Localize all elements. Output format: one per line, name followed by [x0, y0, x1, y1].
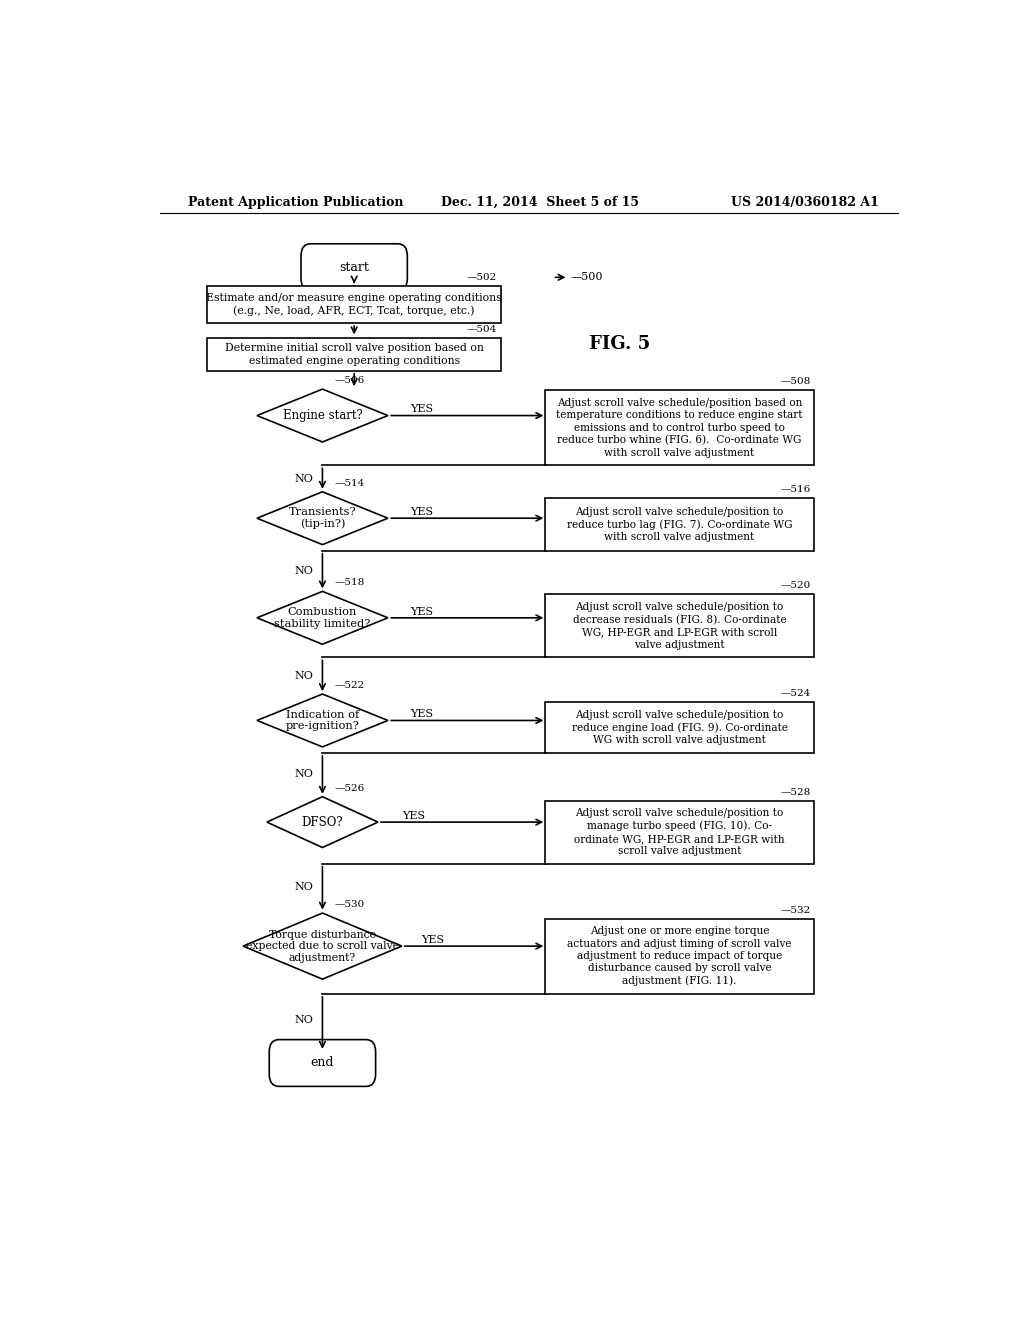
Polygon shape — [257, 389, 388, 442]
Text: —526: —526 — [334, 784, 365, 792]
Text: Adjust scroll valve schedule/position to
decrease residuals (FIG. 8). Co-ordinat: Adjust scroll valve schedule/position to… — [572, 602, 786, 649]
Text: YES: YES — [411, 607, 433, 616]
Text: NO: NO — [295, 566, 313, 576]
Polygon shape — [257, 591, 388, 644]
Text: —532: —532 — [780, 906, 811, 915]
Text: —528: —528 — [780, 788, 811, 797]
Text: NO: NO — [295, 770, 313, 779]
Text: Adjust scroll valve schedule/position to
manage turbo speed (FIG. 10). Co-
ordin: Adjust scroll valve schedule/position to… — [574, 808, 784, 857]
Bar — [545, 801, 814, 863]
Text: —524: —524 — [780, 689, 811, 698]
Text: —506: —506 — [334, 376, 365, 385]
Bar — [545, 391, 814, 466]
Text: —530: —530 — [334, 900, 365, 909]
Text: Adjust scroll valve schedule/position to
reduce engine load (FIG. 9). Co-ordinat: Adjust scroll valve schedule/position to… — [571, 710, 787, 746]
Bar — [545, 594, 814, 657]
Text: NO: NO — [295, 1015, 313, 1026]
Text: Torque disturbance
expected due to scroll valve
adjustment?: Torque disturbance expected due to scrol… — [246, 929, 399, 962]
Text: —504: —504 — [467, 325, 497, 334]
Text: Patent Application Publication: Patent Application Publication — [187, 195, 403, 209]
Text: —502: —502 — [467, 273, 497, 282]
Text: start: start — [339, 260, 369, 273]
Text: Determine initial scroll valve position based on
estimated engine operating cond: Determine initial scroll valve position … — [224, 343, 483, 366]
Text: YES: YES — [401, 810, 425, 821]
Text: —516: —516 — [780, 484, 811, 494]
Bar — [545, 702, 814, 752]
Text: end: end — [310, 1056, 334, 1069]
Text: YES: YES — [411, 507, 433, 517]
Bar — [207, 338, 501, 371]
Text: YES: YES — [411, 404, 433, 414]
Text: Adjust one or more engine torque
actuators and adjust timing of scroll valve
adj: Adjust one or more engine torque actuato… — [567, 927, 792, 986]
Text: —518: —518 — [334, 578, 365, 587]
Polygon shape — [267, 797, 378, 847]
Bar — [207, 286, 501, 323]
FancyBboxPatch shape — [269, 1040, 376, 1086]
Text: US 2014/0360182 A1: US 2014/0360182 A1 — [731, 195, 879, 209]
Text: Combustion
stability limited?: Combustion stability limited? — [274, 607, 371, 628]
Text: Transients?
(tip-in?): Transients? (tip-in?) — [289, 507, 356, 529]
Text: —500: —500 — [570, 272, 603, 282]
Polygon shape — [257, 492, 388, 545]
Text: FIG. 5: FIG. 5 — [590, 335, 650, 354]
Text: Indication of
pre-ignition?: Indication of pre-ignition? — [286, 710, 359, 731]
Polygon shape — [243, 913, 401, 979]
Polygon shape — [257, 694, 388, 747]
Text: NO: NO — [295, 671, 313, 681]
Bar — [545, 498, 814, 550]
Text: —520: —520 — [780, 581, 811, 590]
Text: —522: —522 — [334, 681, 365, 690]
FancyBboxPatch shape — [301, 244, 408, 290]
Text: Adjust scroll valve schedule/position based on
temperature conditions to reduce : Adjust scroll valve schedule/position ba… — [556, 397, 803, 458]
Text: YES: YES — [411, 709, 433, 719]
Text: NO: NO — [295, 474, 313, 483]
Bar — [545, 919, 814, 994]
Text: Adjust scroll valve schedule/position to
reduce turbo lag (FIG. 7). Co-ordinate : Adjust scroll valve schedule/position to… — [566, 507, 793, 543]
Text: DFSO?: DFSO? — [302, 816, 343, 829]
Text: Dec. 11, 2014  Sheet 5 of 15: Dec. 11, 2014 Sheet 5 of 15 — [441, 195, 639, 209]
Text: —514: —514 — [334, 479, 365, 487]
Text: Estimate and/or measure engine operating conditions
(e.g., Ne, load, AFR, ECT, T: Estimate and/or measure engine operating… — [207, 293, 502, 317]
Text: Engine start?: Engine start? — [283, 409, 362, 422]
Text: NO: NO — [295, 882, 313, 892]
Text: —508: —508 — [780, 378, 811, 385]
Text: YES: YES — [422, 935, 444, 945]
